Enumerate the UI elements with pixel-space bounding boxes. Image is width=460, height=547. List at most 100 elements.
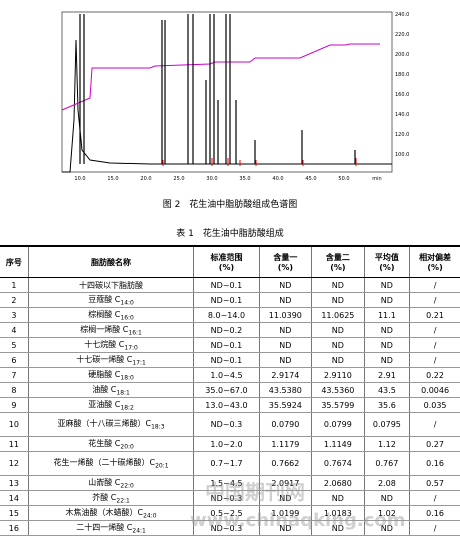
table-row: 11 花生酸 C20:0 1.0~2.0 1.1179 1.1149 1.12 0.27 [0,436,460,452]
cell: 35.6 [363,397,410,413]
cell: 35.5924 [258,397,312,413]
cell: ND [363,277,410,293]
name-text: 亚麻酸（十八碳三烯酸）C [57,419,152,429]
cell: 1.0~4.5 [193,367,260,383]
name-text: 亚油酸 C [88,399,121,409]
table-row: 16 二十四一烯酸 C24:1 ND~0.3 ND ND ND / [0,520,460,536]
cell: 1.02 [363,505,410,521]
peak-markers [162,158,357,166]
right-axis-label: 240.0 [395,12,409,18]
cell: 35.5799 [311,397,365,413]
column-header: 标准范围 (%) [193,246,260,278]
table-row: 12 花生一烯酸（二十碳烯酸）C20:1 0.7~1.7 0.7662 0.7674 0.… [0,451,460,476]
x-axis-label: 30.0 [206,176,217,182]
table-row: 15 木焦油酸（木蜡酸）C24:0 0.5~2.5 1.0199 1.0183 1.02 0… [0,505,460,521]
name-subscript: 22:0 [120,482,134,490]
cell: ND [258,337,312,353]
x-axis-label: min [372,176,381,182]
column-header: 含量二 (%) [311,246,365,278]
right-axis-label: 160.0 [395,92,409,98]
cell: 2 [0,292,29,308]
cell: / [409,292,460,308]
cell: ND [258,352,312,368]
cell: 6 [0,352,29,368]
name-subscript: 22:1 [116,497,130,505]
cell: 13.0~43.0 [193,397,260,413]
cell: ND~0.1 [193,352,260,368]
cell: ND [363,490,410,506]
cell: 0.16 [409,505,460,521]
cell: 2.91 [363,367,410,383]
cell: / [409,277,460,293]
fatty-acid-name: 十七烷酸 C17:0 [27,337,194,353]
name-text: 山嵛酸 C [88,477,121,487]
name-text: 十七烷酸 C [84,339,125,349]
fatty-acid-name: 棕榈一烯酸 C16:1 [27,322,194,338]
cell: 0.0046 [409,382,460,398]
cell: 0.7~1.7 [193,451,260,476]
cell: 3 [0,307,29,323]
x-axis-label: 50.0 [338,176,349,182]
name-subscript: 18:1 [116,389,130,397]
name-subscript: 24:0 [143,512,157,520]
cell: 43.5 [363,382,410,398]
cell: 0.22 [409,367,460,383]
cell: / [409,490,460,506]
cell: 0.5~2.5 [193,505,260,521]
cell: ND~0.1 [193,277,260,293]
peaks [79,14,356,164]
cell: 13 [0,475,29,491]
cell: ND [258,322,312,338]
cell: / [409,412,460,437]
cell: ND~0.3 [193,412,260,437]
cell: 0.27 [409,436,460,452]
table-row: 8 油酸 C18:1 35.0~67.0 43.5380 43.5360 43.5 0.00… [0,382,460,398]
cell: 15 [0,505,29,521]
cell: ND [258,490,312,506]
column-header: 含量一 (%) [258,246,312,278]
cell: / [409,520,460,536]
name-subscript: 14:0 [120,299,134,307]
name-subscript: 18:0 [120,374,134,382]
name-text: 硬脂酸 C [88,369,121,379]
right-axis-label: 200.0 [395,52,409,58]
cell: ND [311,292,365,308]
cell: ND [311,352,365,368]
column-header: 脂肪酸名称 [27,246,194,278]
fatty-acid-name: 十七碳一烯酸 C17:1 [27,352,194,368]
fatty-acid-name: 木焦油酸（木蜡酸）C24:0 [27,505,194,521]
table-row: 6 十七碳一烯酸 C17:1 ND~0.1 ND ND ND / [0,352,460,368]
fatty-acid-name: 二十四一烯酸 C24:1 [27,520,194,536]
figure-caption: 图 2 花生油中脂肪酸组成色谱图 [162,200,298,210]
cell: ND [311,322,365,338]
cell: 0.0790 [258,412,312,437]
x-axis-label: 15.0 [107,176,118,182]
fatty-acid-name: 硬脂酸 C18:0 [27,367,194,383]
fatty-acid-name: 棕榈酸 C16:0 [27,307,194,323]
fatty-acid-name: 豆蔻酸 C14:0 [27,292,194,308]
cell: 5 [0,337,29,353]
cell: ND~0.1 [193,337,260,353]
x-axis-label: 45.0 [305,176,316,182]
table-row: 4 棕榈一烯酸 C16:1 ND~0.2 ND ND ND / [0,322,460,338]
name-text: 木焦油酸（木蜡酸）C [65,507,144,517]
fatty-acid-name: 亚麻酸（十八碳三烯酸）C18:3 [27,412,194,437]
right-axis-label: 220.0 [395,32,409,38]
cell: 4 [0,322,29,338]
name-subscript: 24:1 [132,527,146,535]
chromatogram: 10.0 15.0 20.0 25.0 30.0 35.0 40.0 45.0 50.0 min … [61,11,409,182]
cell: ND [311,490,365,506]
cell: 8.0~14.0 [193,307,260,323]
cell: ND [363,352,410,368]
cell: / [409,337,460,353]
table-title: 表 1 花生油中脂肪酸组成 [176,229,284,239]
cell: 1.0~2.0 [193,436,260,452]
cell: ND [311,337,365,353]
name-subscript: 17:1 [132,359,146,367]
right-axis-label: 120.0 [395,132,409,138]
cell: 2.0917 [258,475,312,491]
cell: 0.0795 [363,412,410,437]
cell: 0.7674 [311,451,365,476]
table-row: 5 十七烷酸 C17:0 ND~0.1 ND ND ND / [0,337,460,353]
name-text: 花生酸 C [88,438,121,448]
